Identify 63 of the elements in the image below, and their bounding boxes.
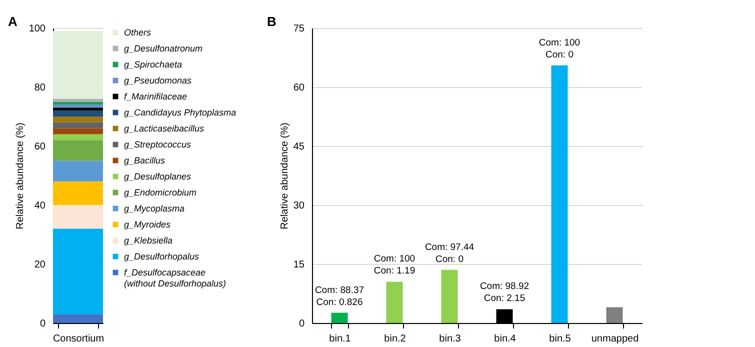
y-tick-label: 45 [293,142,305,152]
x-tick-label: bin.5 [549,334,572,344]
x-tick-label: bin.1 [329,334,352,344]
y-tick-label: 20 [34,260,46,270]
legend-label: f_Marinifilaceae [124,92,188,102]
y-tick-label: 15 [293,260,305,270]
legend-label: Others [124,28,152,38]
legend-label: g_Desulfonatronum [124,44,204,54]
bar [53,108,103,111]
bar [53,116,103,122]
bar [331,312,348,323]
legend-label: g_Spirochaeta [124,60,182,70]
bar [386,282,403,323]
legend-label: g_Desulforhopalus [124,252,200,262]
bar [53,30,103,99]
x-tick-label: unmapped [591,334,639,344]
y-tick-label: 0 [298,318,305,330]
legend-label: g_Streptococcus [124,140,192,150]
legend-label: g_Desulfoplanes [124,172,192,182]
legend-label: g_Candidayus Phytoplasma [124,108,236,118]
bar [53,104,103,108]
legend-label: f_Desulfocapsaceae (without Desulforhopalus) [124,268,226,288]
legend-label: g_Pseudomonas [124,76,192,86]
legend-label: g_Lacticaseibacillus [124,124,205,134]
x-tick-label: bin.4 [494,334,516,344]
y-tick-label: 60 [34,142,46,152]
y-tick-label: 0 [40,318,46,330]
y-axis-title: Relative abundance (%) [279,122,290,230]
y-tick-label: 40 [34,200,46,212]
x-tick-label: Consortium [52,334,104,344]
bar [53,122,103,128]
y-tick-label: 100 [28,24,46,34]
annotation: Com: 100 Con: 0 [538,37,580,60]
y-tick-label: 80 [34,82,46,94]
annotation: Com: 97.44 Con: 0 [424,242,474,265]
y-axis-title: Relative abundance (%) [14,122,26,230]
bar [53,205,103,229]
legend-label: g_Mycoplasma [124,204,185,214]
bar [53,128,103,134]
legend-label: g_Endomicrobium [124,188,198,198]
annotation: Com: 98.92 Con: 2.15 [480,281,530,304]
y-tick-label: 75 [293,24,305,34]
chart-title: B [267,14,276,29]
annotation: Com: 88.37 Con: 0.826 [314,284,364,308]
x-tick-label: bin.3 [439,334,462,344]
annotation: Com: 100 Con: 1.19 [374,254,416,277]
x-tick-label: bin.2 [384,334,406,344]
chart-title: A [8,14,18,29]
bar [53,181,103,205]
legend-label: g_Bacillus [124,156,166,166]
legend-label: g_Myroides [124,220,172,230]
bar [53,228,103,314]
bar [53,160,103,182]
bar [53,110,103,116]
legend-label: g_Klebsiella [124,236,173,246]
y-tick-label: 30 [293,200,305,212]
bar [53,98,103,102]
bar [606,307,623,323]
bar [53,134,103,140]
bar [53,140,103,161]
y-tick-label: 60 [293,82,305,94]
bar [441,270,458,323]
bar [551,65,568,323]
